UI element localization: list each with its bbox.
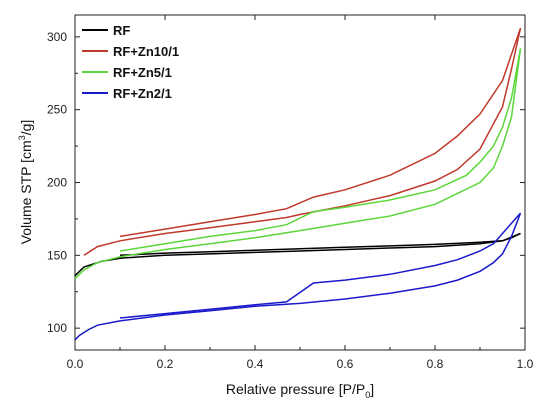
x-axis-title: Relative pressure [P/P0] — [226, 381, 374, 400]
plot-area: 0.0 0.2 0.4 0.6 0.8 1.0 100 150 200 250 300 — [47, 14, 534, 371]
legend: RF RF+Zn10/1 RF+Zn5/1 RF+Zn2/1 — [82, 23, 179, 101]
series-line-RF+Zn10/1-branch-0 — [83, 27, 522, 256]
series-line-RF-branch-1 — [119, 232, 521, 257]
y-tick-label: 150 — [47, 248, 67, 262]
x-tick-label: 0.2 — [157, 357, 174, 371]
y-tick-label: 200 — [47, 176, 67, 190]
legend-label-RF: RF — [113, 23, 130, 38]
x-tick-label: 1.0 — [517, 357, 534, 371]
x-tick-label: 0.0 — [67, 357, 84, 371]
y-tick-label: 250 — [47, 103, 67, 117]
y-axis-title-superscript: 3 — [17, 135, 27, 140]
x-axis-title-main: Relative pressure [P/P — [226, 381, 365, 397]
x-axis-title-end: ] — [370, 381, 374, 397]
legend-label-RF+Zn10/1: RF+Zn10/1 — [113, 44, 179, 59]
series-layer — [74, 27, 522, 341]
legend-label-RF+Zn2/1: RF+Zn2/1 — [113, 86, 172, 101]
y-axis-ticks: 100 150 200 250 300 — [47, 30, 525, 335]
x-tick-label: 0.6 — [337, 357, 354, 371]
series-RF+Zn5/1 — [74, 48, 522, 280]
series-RF — [74, 232, 521, 277]
series-line-RF+Zn2/1-branch-0 — [74, 212, 522, 341]
series-RF+Zn2/1 — [74, 212, 522, 341]
y-tick-label: 100 — [47, 321, 67, 335]
y-tick-label: 300 — [47, 30, 67, 44]
series-RF+Zn10/1 — [83, 27, 522, 256]
x-axis-ticks: 0.0 0.2 0.4 0.6 0.8 1.0 — [67, 15, 534, 371]
x-tick-label: 0.8 — [427, 357, 444, 371]
series-line-RF+Zn2/1-branch-1 — [119, 212, 522, 319]
y-axis-title: Volume STP [cm3/g] — [17, 120, 34, 245]
series-line-RF-branch-0 — [74, 232, 521, 277]
series-line-RF+Zn10/1-branch-1 — [119, 27, 522, 238]
series-line-RF+Zn5/1-branch-1 — [119, 48, 522, 252]
x-axis-title-subscript: 0 — [365, 390, 370, 400]
x-tick-label: 0.4 — [247, 357, 264, 371]
legend-label-RF+Zn5/1: RF+Zn5/1 — [113, 65, 172, 80]
series-line-RF+Zn5/1-branch-0 — [74, 48, 522, 280]
y-axis-title-end: /g] — [18, 120, 34, 136]
y-axis-title-main: Volume STP [cm — [18, 140, 34, 244]
